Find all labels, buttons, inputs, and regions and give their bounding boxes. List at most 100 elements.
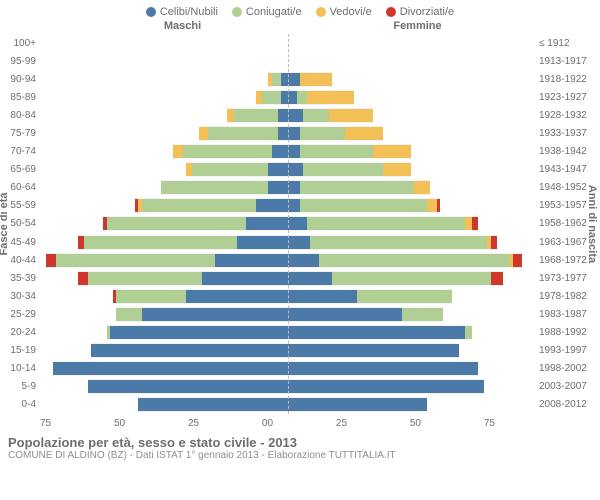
segment-widowed [199,127,209,140]
female-side [288,126,536,141]
bar [288,235,497,250]
y-axis-title-right: Anni di nascita [586,185,598,263]
segment-divorced [78,272,88,285]
segment-single [288,308,402,321]
segment-married [208,127,278,140]
segment-divorced [46,254,56,267]
segment-single [142,308,288,321]
segment-married [357,290,452,303]
segment-single [215,254,288,267]
age-label: 0-4 [0,399,36,410]
male-side [40,343,288,358]
birth-label: 1938-1942 [539,146,600,157]
segment-widowed [345,127,383,140]
bar [288,397,428,412]
bar [288,198,440,213]
legend-item: Coniugati/e [232,6,302,18]
bar [161,180,288,195]
legend-label: Coniugati/e [246,6,302,18]
birth-label: 1913-1917 [539,56,600,67]
segment-divorced [437,199,440,212]
segment-married [300,181,414,194]
pyramid-chart: Fasce di età 100+95-9990-9485-8980-8475-… [0,34,600,414]
center-dashed-line [288,34,289,414]
segment-married [297,91,307,104]
legend-label: Divorziati/e [400,6,454,18]
legend-swatch [232,7,242,17]
segment-married [300,199,427,212]
segment-single [288,217,307,230]
segment-single [288,199,301,212]
x-tick: 25 [188,418,199,429]
x-axis: 7550250 0255075 [0,418,600,429]
segment-married [84,236,236,249]
y-axis-title-left: Fasce di età [0,193,10,256]
x-axis-right: 0255075 [268,418,496,429]
segment-single [288,127,301,140]
segment-divorced [472,217,478,230]
male-side [40,325,288,340]
birth-label: 1918-1922 [539,74,600,85]
male-side [40,289,288,304]
bar [88,379,288,394]
segment-single [288,254,320,267]
bar [116,307,287,322]
bar [46,253,287,268]
bar [91,343,288,358]
bar [288,289,453,304]
x-tick: 50 [114,418,125,429]
female-side [288,361,536,376]
bar [288,90,355,105]
male-side [40,126,288,141]
male-side [40,307,288,322]
segment-married [303,163,382,176]
bar [78,271,287,286]
segment-divorced [513,254,523,267]
segment-single [246,217,287,230]
bar [288,307,443,322]
bar [199,126,288,141]
legend: Celibi/NubiliConiugati/eVedovi/eDivorzia… [0,0,600,20]
segment-married [183,145,272,158]
segment-single [91,344,288,357]
segment-widowed [173,145,183,158]
birth-label: 1988-1992 [539,327,600,338]
age-label: 20-24 [0,327,36,338]
female-side [288,54,536,69]
legend-label: Vedovi/e [330,6,372,18]
birth-label: 1998-2002 [539,363,600,374]
x-tick: 25 [336,418,347,429]
segment-single [138,398,287,411]
female-side [288,379,536,394]
bar [186,162,288,177]
segment-married [88,272,202,285]
female-side [288,235,536,250]
female-side [288,108,536,123]
female-side [288,271,536,286]
birth-label: 1928-1932 [539,110,600,121]
age-label: 65-69 [0,164,36,175]
bar [288,343,459,358]
bar [53,361,288,376]
age-label: 70-74 [0,146,36,157]
birth-label: 1933-1937 [539,128,600,139]
bar [288,379,485,394]
segment-married [300,145,373,158]
segment-married [300,127,344,140]
male-side [40,271,288,286]
age-label: 30-34 [0,291,36,302]
female-side [288,307,536,322]
birth-label: 2008-2012 [539,399,600,410]
legend-swatch [146,7,156,17]
bar [107,325,288,340]
bar [288,271,504,286]
segment-married [116,308,141,321]
bar [288,144,412,159]
bar [288,126,383,141]
segment-married [116,290,186,303]
female-side [288,144,536,159]
bar [288,72,332,87]
segment-single [268,181,287,194]
x-tick: 50 [410,418,421,429]
segment-married [192,163,268,176]
